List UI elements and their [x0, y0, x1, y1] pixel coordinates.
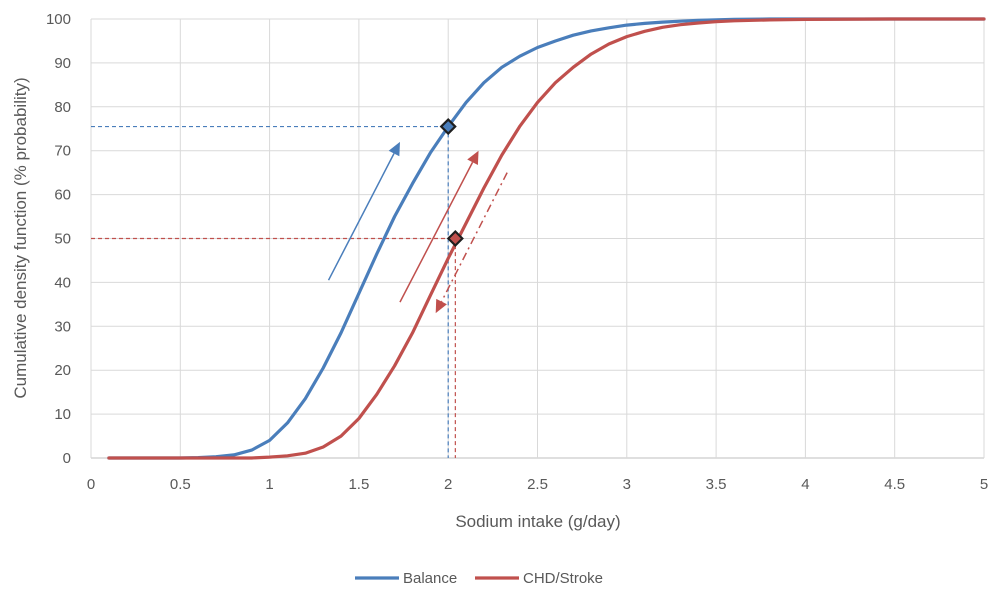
y-tick-label: 60	[54, 187, 71, 204]
x-tick-label: 3.5	[706, 476, 727, 493]
diamond-marker	[439, 117, 457, 136]
x-tick-label: 5	[980, 476, 988, 493]
legend: Balance CHD/Stroke	[355, 570, 603, 587]
legend-label: Balance	[403, 570, 457, 587]
y-tick-label: 90	[54, 55, 71, 72]
arrow-head	[467, 150, 479, 166]
annotation-arrow	[399, 161, 474, 303]
data-markers	[439, 117, 464, 248]
y-tick-label: 20	[54, 362, 71, 379]
y-tick-label: 50	[54, 231, 71, 248]
arrow-head	[388, 141, 400, 157]
reference-line	[91, 237, 456, 458]
x-tick-label: 2	[444, 476, 452, 493]
annotation-arrows	[327, 141, 508, 314]
x-tick-label: 0	[87, 476, 95, 493]
tick-labels: 0 10 20 30 40 50 60 70 80 90 100 0 0.5 1 1.5 2 2.5 3 3.5 4 4…	[46, 11, 988, 493]
y-tick-label: 40	[54, 274, 71, 291]
x-tick-label: 1	[265, 476, 273, 493]
x-tick-label: 1.5	[348, 476, 369, 493]
y-tick-label: 80	[54, 99, 71, 116]
x-tick-label: 4.5	[884, 476, 905, 493]
y-axis-title: Cumulative density function (% probabili…	[11, 77, 30, 398]
x-axis-title: Sodium intake (g/day)	[455, 512, 620, 531]
series-line-balance	[107, 17, 986, 460]
arrow-head	[435, 298, 447, 314]
diamond-marker	[446, 229, 464, 248]
annotation-arrow	[327, 153, 395, 281]
x-tick-label: 3	[623, 476, 631, 493]
x-tick-label: 0.5	[170, 476, 191, 493]
annotation-arrow	[440, 172, 508, 302]
x-tick-label: 2.5	[527, 476, 548, 493]
y-tick-label: 10	[54, 406, 71, 423]
y-tick-label: 100	[46, 11, 71, 28]
y-tick-label: 70	[54, 143, 71, 160]
legend-label: CHD/Stroke	[523, 570, 603, 587]
reference-lines	[91, 125, 456, 458]
y-tick-label: 0	[63, 450, 71, 467]
x-tick-label: 4	[801, 476, 809, 493]
y-tick-label: 30	[54, 318, 71, 335]
